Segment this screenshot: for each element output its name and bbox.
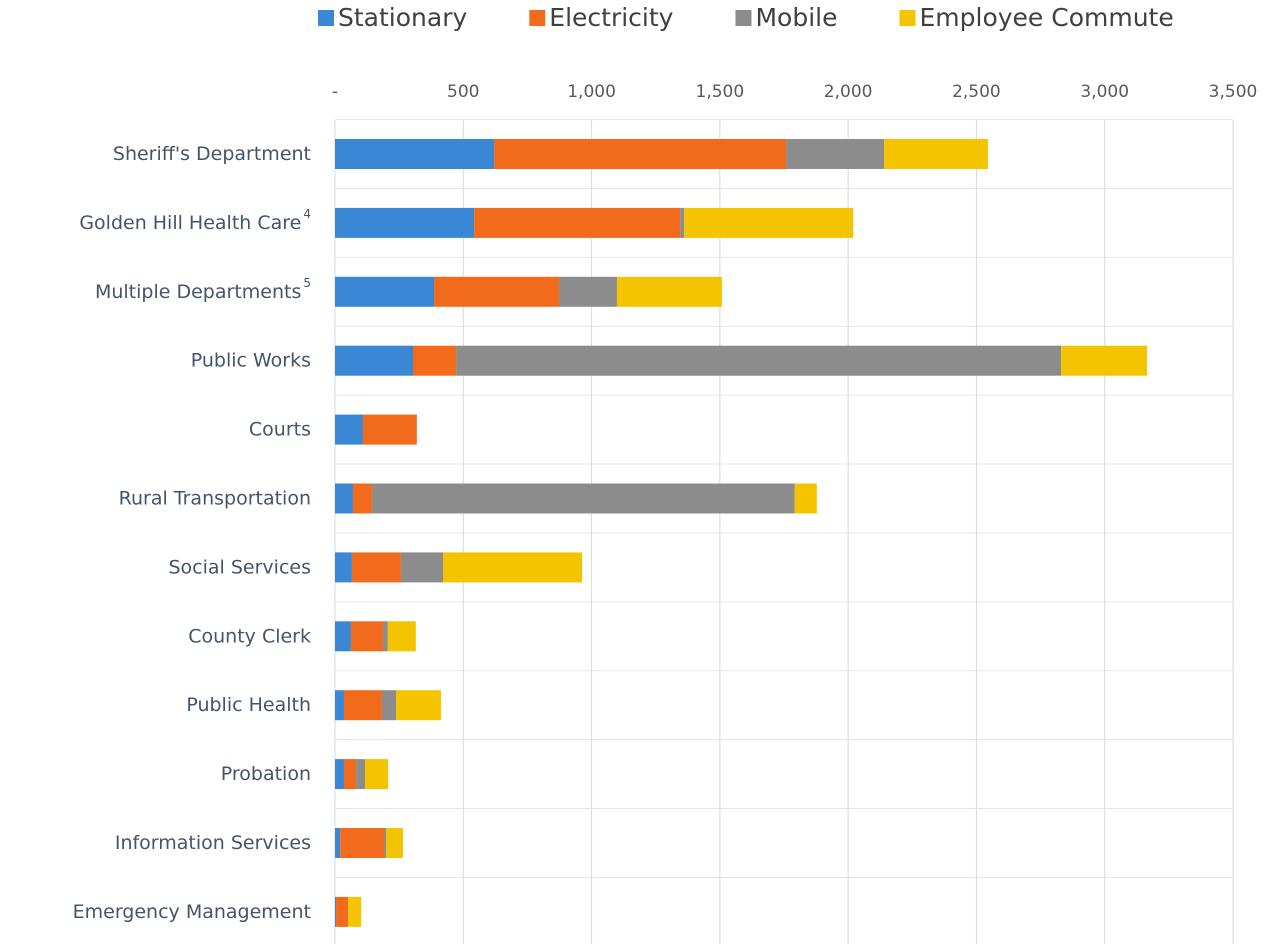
bar-segment <box>443 552 583 583</box>
bar-segment <box>336 896 349 927</box>
bar-segment <box>340 828 385 858</box>
bar-segment <box>386 828 403 858</box>
category-name: Probation <box>221 763 311 785</box>
legend-label: Mobile <box>755 3 837 32</box>
legend-swatch <box>899 10 916 26</box>
category-label: Multiple Departments 5 <box>95 275 311 302</box>
category-name: Public Works <box>191 349 311 371</box>
category-label: Golden Hill Health Care 4 <box>79 206 311 233</box>
bar-segment <box>494 139 787 169</box>
bar-segment <box>616 276 722 307</box>
bar-segment <box>335 276 435 307</box>
footnote-mark: 4 <box>303 206 311 220</box>
bar-segment <box>335 139 495 169</box>
category-label: Probation <box>221 763 311 785</box>
category-name: Information Services <box>115 832 311 854</box>
bar-segment <box>350 621 383 652</box>
bar-segment <box>786 139 885 169</box>
category-label: Rural Transportation <box>119 487 311 509</box>
bar-segment <box>335 690 344 721</box>
bar-segment <box>400 552 444 583</box>
x-tick-label: 2,000 <box>824 82 873 102</box>
bar-segment <box>335 207 475 238</box>
category-name: Multiple Departments <box>95 280 301 302</box>
x-tick-label: - <box>332 82 338 102</box>
bar-segment <box>348 896 362 927</box>
x-tick-label: 1,000 <box>567 82 616 102</box>
bar-segment <box>343 690 382 721</box>
legend-swatch <box>529 10 546 26</box>
bar-segment <box>684 207 854 238</box>
bar-segment <box>335 759 344 790</box>
bar-segment <box>396 690 441 721</box>
category-name: Golden Hill Health Care <box>79 211 301 233</box>
category-name: Public Health <box>186 694 311 716</box>
bar-segment <box>356 759 366 790</box>
category-label: Courts <box>249 418 311 440</box>
bar-segment <box>335 483 353 514</box>
category-label: Public Health <box>186 694 311 716</box>
bar-segment <box>474 207 681 238</box>
category-name: Rural Transportation <box>119 487 311 509</box>
bar-segment <box>362 414 417 445</box>
category-label: Emergency Management <box>73 900 311 922</box>
footnote-mark: 5 <box>303 275 311 289</box>
bar-segment <box>384 828 387 858</box>
bar-segment <box>1061 345 1148 376</box>
legend-label: Electricity <box>549 3 673 32</box>
category-name: Sheriff's Department <box>113 143 311 165</box>
category-label: County Clerk <box>188 625 311 647</box>
bar-segment <box>412 345 457 376</box>
category-label: Public Works <box>191 349 311 371</box>
bar-segment <box>456 345 1062 376</box>
x-tick-label: 1,500 <box>696 82 745 102</box>
bar-segment <box>371 483 795 514</box>
bar-segment <box>558 276 617 307</box>
legend-label: Employee Commute <box>919 3 1173 32</box>
bar-segment <box>680 207 685 238</box>
bar-segment <box>794 483 817 514</box>
x-tick-label: 500 <box>447 82 479 102</box>
bar-segment <box>351 552 401 583</box>
x-tick-label: 2,500 <box>952 82 1001 102</box>
category-name: Social Services <box>169 556 312 578</box>
bar-segment <box>381 690 397 721</box>
x-tick-label: 3,500 <box>1209 82 1258 102</box>
bar-segment <box>335 552 352 583</box>
bar-segment <box>335 621 351 652</box>
bar-segment <box>343 759 357 790</box>
legend-swatch <box>318 10 334 26</box>
legend-swatch <box>735 10 752 26</box>
bar-segment <box>382 621 388 652</box>
bar-segment <box>365 759 389 790</box>
bar-segment <box>335 345 413 376</box>
legend-label: Stationary <box>338 3 467 32</box>
bar-segment <box>352 483 372 514</box>
bar-segment <box>335 896 337 927</box>
category-name: County Clerk <box>188 625 311 647</box>
bar-segment <box>884 139 988 169</box>
category-name: Emergency Management <box>73 900 311 922</box>
category-label: Social Services <box>169 556 312 578</box>
x-tick-label: 3,000 <box>1080 82 1129 102</box>
category-label: Sheriff's Department <box>113 143 311 165</box>
bar-segment <box>387 621 416 652</box>
category-label: Information Services <box>115 832 311 854</box>
bar-segment <box>335 828 341 858</box>
category-name: Courts <box>249 418 311 440</box>
bar-segment <box>335 414 363 445</box>
bar-segment <box>434 276 559 307</box>
